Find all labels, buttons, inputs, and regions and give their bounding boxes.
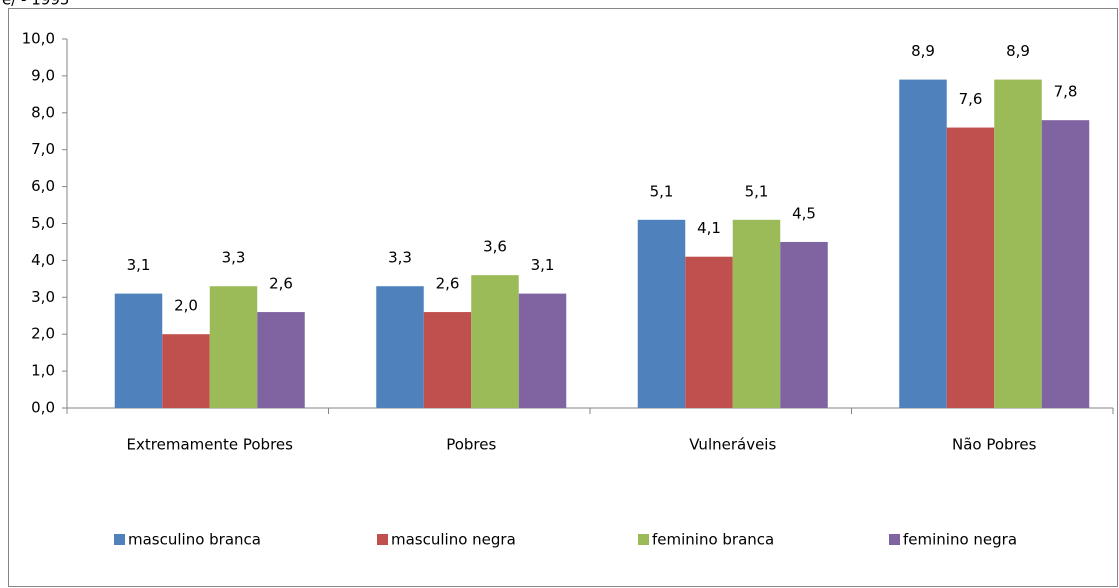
data-label: 3,6 [483, 238, 507, 256]
data-label: 3,3 [222, 249, 246, 267]
y-tick-label: 7,0 [31, 140, 55, 158]
data-label: 4,1 [697, 219, 721, 237]
y-tick-label: 0,0 [31, 399, 55, 417]
bar [257, 312, 305, 408]
y-tick-label: 3,0 [31, 288, 55, 306]
data-label: 5,1 [650, 182, 674, 200]
bar [946, 127, 995, 408]
data-label: 3,3 [388, 249, 412, 267]
bar [899, 79, 947, 408]
data-label: 4,5 [792, 204, 816, 222]
data-label: 7,8 [1054, 83, 1078, 101]
x-tick-label: Vulneráveis [689, 436, 776, 454]
data-label: 8,9 [1006, 42, 1030, 60]
y-tick-label: 2,0 [31, 325, 55, 343]
x-tick-label: Extremamente Pobres [127, 436, 294, 454]
legend-label: masculino branca [128, 531, 261, 549]
bar [732, 219, 781, 408]
legend-label: feminino negra [903, 531, 1017, 549]
legend-swatch [889, 534, 900, 545]
bar [637, 219, 686, 408]
bar [685, 256, 733, 408]
legend-swatch [377, 534, 388, 545]
chart-note: e/ - 1995 [2, 0, 69, 9]
y-tick-label: 1,0 [31, 362, 55, 380]
data-label: 5,1 [745, 182, 769, 200]
x-tick-label: Não Pobres [952, 436, 1037, 454]
data-label: 2,6 [436, 275, 460, 293]
bar [780, 241, 828, 408]
bar [518, 293, 567, 408]
bar [423, 312, 472, 408]
x-tick-label: Pobres [446, 436, 496, 454]
bar [471, 275, 519, 408]
legend-swatch [114, 534, 125, 545]
bar [114, 293, 163, 408]
y-tick-label: 9,0 [31, 66, 55, 84]
bar [994, 79, 1042, 408]
data-label: 3,1 [127, 256, 151, 274]
data-label: 2,0 [174, 297, 198, 315]
y-tick-label: 6,0 [31, 177, 55, 195]
y-tick-label: 8,0 [31, 103, 55, 121]
bar [162, 334, 210, 408]
bar [376, 286, 424, 408]
data-label: 2,6 [269, 275, 293, 293]
legend-label: masculino negra [391, 531, 516, 549]
legend-label: feminino branca [652, 531, 774, 549]
data-label: 8,9 [911, 42, 935, 60]
y-tick-label: 4,0 [31, 251, 55, 269]
y-tick-label: 10,0 [22, 30, 55, 48]
bar [1041, 120, 1090, 409]
data-label: 3,1 [531, 256, 555, 274]
y-tick-label: 5,0 [31, 214, 55, 232]
bar [209, 286, 258, 408]
legend-swatch [638, 534, 649, 545]
data-label: 7,6 [959, 90, 983, 108]
